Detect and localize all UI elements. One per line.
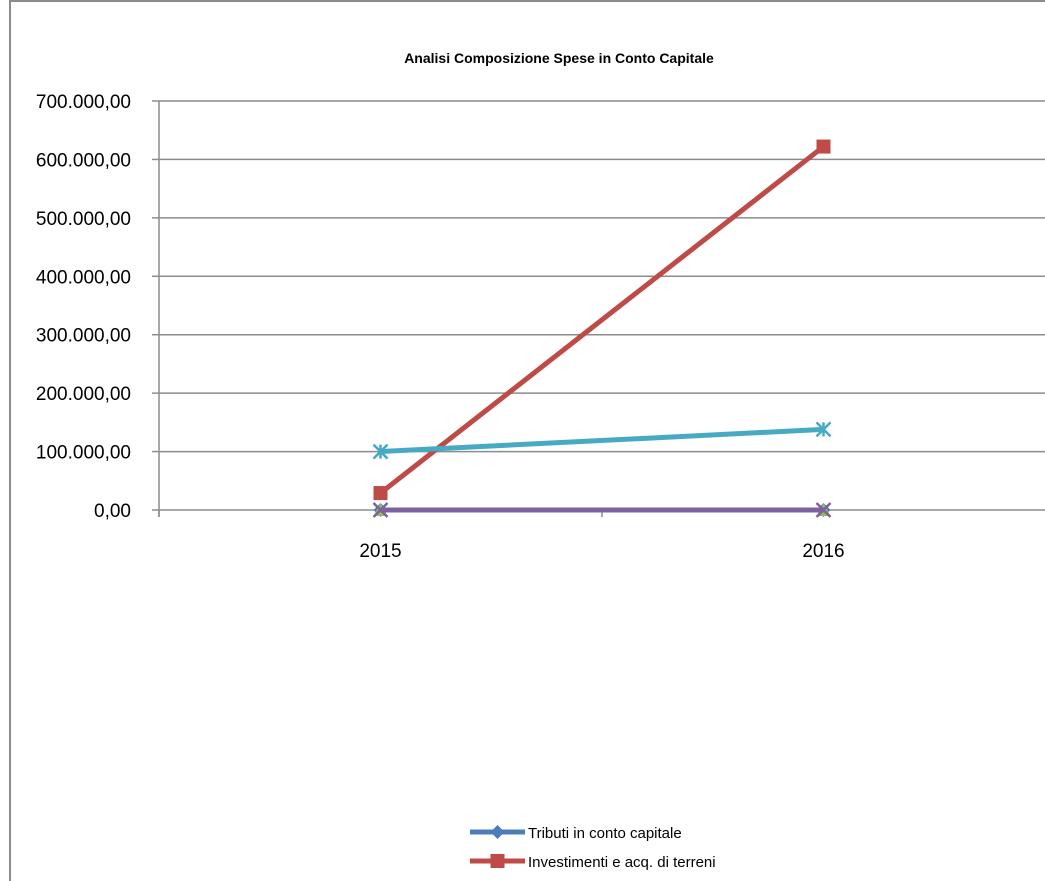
data-point — [373, 486, 388, 501]
y-tick-label: 600.000,00 — [36, 150, 131, 171]
series-line — [380, 426, 824, 455]
x-tick-label: 2015 — [359, 541, 401, 562]
chart-frame — [9, 0, 1045, 881]
series-4 — [372, 502, 832, 518]
series-group — [372, 139, 832, 518]
grid — [159, 100, 1045, 511]
legend-label: Tributi in conto capitale — [528, 825, 682, 842]
x-tick-label: 2016 — [802, 541, 844, 562]
series-5 — [372, 421, 832, 460]
data-point — [490, 854, 505, 868]
y-tick-label: 200.000,00 — [36, 384, 131, 405]
data-point — [815, 421, 832, 438]
data-point — [372, 502, 389, 518]
y-axis: 0,00 100.000,00 200.000,00 300.000,00 400.00… — [36, 92, 160, 522]
y-tick-label: 700.000,00 — [36, 92, 131, 113]
data-point — [490, 825, 505, 839]
data-point — [815, 502, 832, 518]
series-line — [378, 144, 826, 496]
data-point — [372, 443, 389, 460]
legend-item: Investimenti e acq. di terreni — [470, 854, 716, 871]
x-axis: 2015 2016 — [158, 510, 845, 562]
chart-title: Analisi Composizione Spese in Conto Capi… — [404, 50, 714, 66]
y-tick-label: 500.000,00 — [36, 209, 131, 230]
y-tick-label: 300.000,00 — [36, 326, 131, 347]
y-tick-label: 400.000,00 — [36, 267, 131, 288]
legend: Tributi in conto capitale Investimenti e … — [470, 825, 716, 871]
legend-item: Tributi in conto capitale — [470, 825, 682, 842]
y-tick-label: 100.000,00 — [36, 443, 131, 464]
series-2 — [373, 139, 831, 501]
y-tick-label: 0,00 — [94, 501, 131, 522]
data-point — [816, 139, 831, 154]
legend-label: Investimenti e acq. di terreni — [528, 854, 716, 871]
